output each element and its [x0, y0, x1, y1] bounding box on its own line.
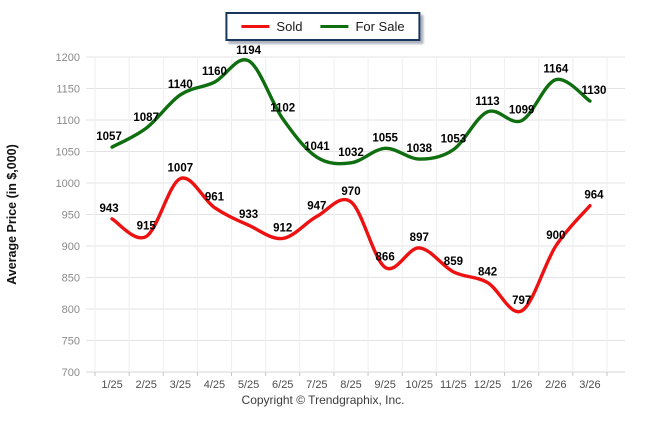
legend-item-sold: Sold — [241, 19, 302, 34]
data-label: 842 — [478, 267, 497, 279]
x-tick-label: 3/25 — [170, 379, 191, 391]
y-tick-label: 850 — [62, 273, 80, 285]
y-tick-label: 1100 — [56, 115, 80, 127]
x-tick-label: 9/25 — [374, 379, 395, 391]
data-label: 1038 — [406, 143, 432, 155]
y-tick-label: 1000 — [56, 178, 80, 190]
y-tick-label: 800 — [62, 304, 80, 316]
data-label: 1053 — [441, 134, 467, 146]
y-tick-label: 750 — [62, 336, 80, 348]
y-tick-label: 900 — [62, 241, 80, 253]
data-label: 1160 — [202, 66, 227, 78]
x-tick-label: 2/26 — [545, 379, 566, 391]
data-label: 859 — [444, 256, 463, 268]
data-label: 1113 — [475, 96, 499, 108]
data-label: 943 — [99, 203, 118, 215]
x-tick-label: 11/25 — [440, 379, 467, 391]
data-label: 961 — [205, 192, 225, 204]
legend-label-sold: Sold — [276, 19, 303, 34]
data-label: 947 — [307, 200, 326, 212]
x-tick-label: 1/26 — [511, 379, 532, 391]
data-label: 970 — [341, 186, 360, 198]
x-tick-label: 2/25 — [135, 379, 156, 391]
series-path-sold — [110, 176, 592, 314]
x-tick-label: 6/25 — [272, 379, 293, 391]
x-tick-label: 12/25 — [474, 379, 502, 391]
x-tick-label: 3/26 — [579, 379, 600, 391]
data-label: 912 — [273, 222, 292, 234]
legend: Sold For Sale — [225, 12, 421, 41]
x-tick-label: 4/25 — [204, 379, 225, 391]
x-tick-label: 8/25 — [340, 379, 361, 391]
data-label: 1164 — [543, 64, 569, 76]
for-sale-line-swatch — [320, 25, 349, 28]
y-tick-label: 950 — [62, 210, 80, 222]
data-label: 1055 — [372, 132, 398, 144]
copyright-text: Copyright © Trendgraphix, Inc. — [241, 393, 405, 407]
y-tick-label: 700 — [62, 367, 80, 379]
data-label: 797 — [512, 295, 531, 307]
data-label: 1041 — [304, 141, 330, 153]
data-label: 964 — [584, 190, 604, 202]
data-label: 1130 — [581, 85, 606, 97]
data-label: 1007 — [168, 163, 194, 175]
data-label: 1102 — [270, 103, 295, 115]
data-label: 866 — [376, 251, 395, 263]
x-tick-label: 10/25 — [406, 379, 434, 391]
y-axis-title: Average Price (in $,000) — [5, 144, 19, 285]
series-path-for-sale — [110, 58, 592, 166]
x-tick-label: 5/25 — [238, 379, 259, 391]
data-label: 1032 — [338, 147, 364, 159]
data-label: 1087 — [133, 112, 159, 124]
data-label: 1194 — [236, 45, 262, 57]
y-tick-label: 1200 — [56, 52, 80, 64]
data-label: 1140 — [168, 79, 193, 91]
data-label: 897 — [410, 232, 429, 244]
chart-canvas: 700 750 800 850 900 950 1000 1050 1100 1150 1200 1/… — [5, 45, 625, 391]
data-label: 933 — [239, 209, 258, 221]
x-tick-label: 7/25 — [306, 379, 327, 391]
legend-label-for-sale: For Sale — [355, 19, 405, 34]
legend-item-for-sale: For Sale — [320, 19, 405, 34]
data-label: 1057 — [96, 131, 122, 143]
data-label: 1099 — [509, 105, 535, 117]
y-tick-label: 1150 — [56, 84, 80, 96]
y-tick-label: 1050 — [56, 147, 80, 159]
data-label: 915 — [137, 221, 157, 233]
data-label: 900 — [546, 230, 565, 242]
sold-line-swatch — [241, 25, 270, 28]
x-tick-label: 1/25 — [101, 379, 122, 391]
